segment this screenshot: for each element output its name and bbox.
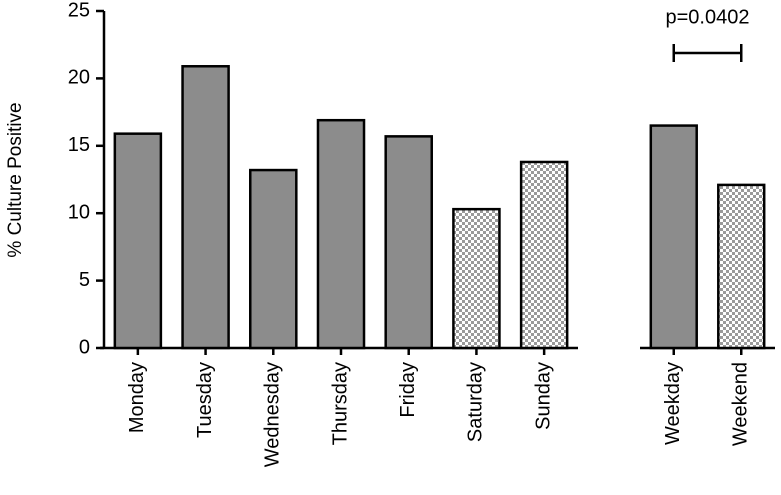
x-tick-label: Sunday: [532, 362, 554, 430]
y-tick-label: 20: [68, 67, 90, 89]
bar: [452, 207, 501, 350]
x-tick-label: Friday: [397, 362, 419, 418]
x-tick-label: Thursday: [329, 362, 351, 445]
x-tick-label: Monday: [126, 362, 148, 433]
bar: [384, 135, 433, 350]
bar: [316, 118, 366, 350]
y-tick-label: 5: [79, 269, 90, 291]
bar: [181, 65, 230, 350]
x-tick-label: Weekend: [730, 362, 752, 446]
bar: [113, 132, 163, 350]
bar: [249, 168, 298, 350]
bar: [717, 183, 766, 350]
bar: [519, 160, 569, 350]
x-tick-label: Weekday: [662, 362, 684, 445]
y-tick-label: 25: [68, 0, 90, 21]
x-tick-label: Wednesday: [262, 362, 284, 467]
x-tick-label: Tuesday: [194, 362, 216, 438]
bar: [649, 124, 698, 350]
annotation: p=0.0402: [666, 6, 750, 28]
y-tick-label: 10: [68, 201, 90, 223]
y-tick-label: 15: [68, 134, 90, 156]
y-tick-label: 0: [79, 336, 90, 358]
y-axis-label: % Culture Positive: [5, 102, 26, 257]
x-tick-label: Saturday: [465, 362, 487, 442]
